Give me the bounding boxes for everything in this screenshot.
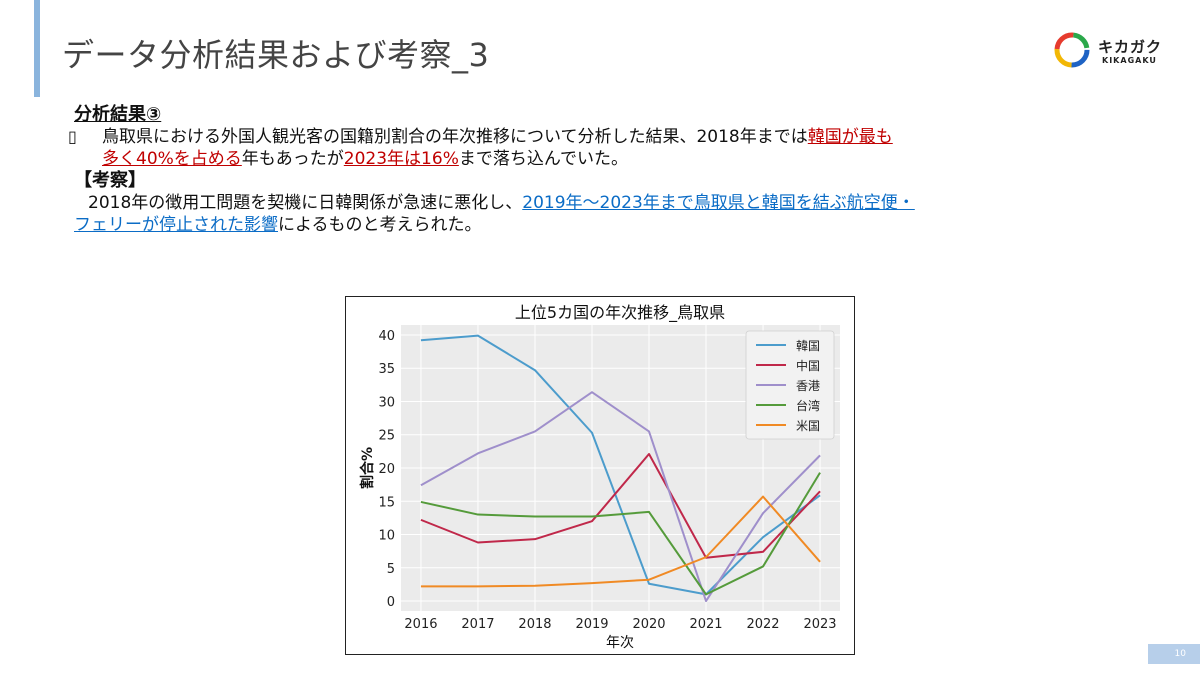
chart-frame: 0 5 10 15 20 25 30 35 40 2016 2017 2018 2019 2020 202…: [345, 296, 855, 655]
y-tick-label: 10: [378, 529, 395, 544]
x-tick-label: 2018: [518, 617, 551, 632]
x-tick-label: 2022: [746, 617, 779, 632]
y-axis-label: 割合%: [359, 447, 376, 489]
chart-title: 上位5カ国の年次推移_鳥取県: [515, 303, 725, 323]
y-tick-label: 5: [387, 562, 395, 577]
consideration-heading: 【考察】: [74, 170, 146, 191]
y-tick-label: 35: [378, 362, 395, 377]
line-chart: 0 5 10 15 20 25 30 35 40 2016 2017 2018 2019 2020 202…: [359, 303, 840, 651]
consideration-highlight-1a: 2019年～2023年まで鳥取県と韓国を結ぶ航空便・: [522, 193, 915, 213]
x-tick-label: 2021: [689, 617, 722, 632]
analysis-heading: 分析結果③: [74, 104, 162, 125]
bullet-highlight-1a: 韓国が最も: [807, 127, 893, 147]
series-line: [420, 472, 821, 596]
box-bullet-icon: ▯: [68, 127, 77, 146]
x-axis-label: 年次: [606, 635, 634, 651]
x-tick-label: 2017: [461, 617, 494, 632]
consideration-highlight-1b: フェリーが停止された影響: [74, 215, 278, 235]
logo-subtext: KIKAGAKU: [1102, 56, 1157, 65]
slide-body: 分析結果③ ▯ 鳥取県における外国人観光客の国籍別割合の年次推移について分析した…: [68, 104, 1154, 236]
y-tick-label: 0: [387, 595, 395, 610]
x-tick-labels: 2016 2017 2018 2019 2020 2021 2022 2023: [404, 617, 836, 632]
bullet-text-3: まで落ち込んでいた。: [458, 149, 629, 169]
x-tick-label: 2020: [632, 617, 665, 632]
x-tick-label: 2023: [803, 617, 836, 632]
bullet-text-2: 年もあったが: [241, 149, 344, 169]
page-number-badge: 10: [1148, 644, 1200, 664]
series-line: [420, 334, 821, 596]
analysis-bullet: ▯ 鳥取県における外国人観光客の国籍別割合の年次推移について分析した結果、201…: [68, 126, 1154, 170]
consideration-paragraph: 2018年の徴用工問題を契機に日韓関係が急速に悪化し、2019年～2023年まで…: [74, 192, 1154, 236]
y-tick-label: 20: [378, 462, 395, 477]
legend-label: 米国: [796, 419, 820, 433]
y-tick-label: 25: [378, 429, 395, 444]
title-accent-bar: [34, 0, 40, 97]
consideration-text-2: によるものと考えられた。: [278, 215, 482, 235]
kikagaku-logo: キカガク KIKAGAKU: [1052, 30, 1182, 74]
legend-label: 香港: [796, 379, 820, 393]
y-tick-label: 40: [378, 329, 395, 344]
series-line: [420, 495, 821, 588]
y-tick-labels: 0 5 10 15 20 25 30 35 40: [378, 329, 395, 610]
series-line: [420, 391, 821, 603]
y-tick-label: 30: [378, 395, 395, 410]
consideration-text-1: 2018年の徴用工問題を契機に日韓関係が急速に悪化し、: [88, 193, 523, 213]
x-tick-label: 2019: [575, 617, 608, 632]
x-tick-label: 2016: [404, 617, 437, 632]
legend-box: [745, 330, 835, 440]
legend-label: 韓国: [796, 339, 820, 353]
bullet-highlight-2: 2023年は16%: [343, 149, 459, 169]
slide-title: データ分析結果および考察_3: [62, 36, 490, 74]
series-lines: [420, 334, 821, 603]
legend-label: 中国: [796, 358, 820, 373]
bullet-highlight-1b: 多く40%を占める: [102, 149, 242, 169]
bullet-text-1: 鳥取県における外国人観光客の国籍別割合の年次推移について分析した結果、2018年…: [102, 127, 808, 147]
logo-name: キカガク: [1098, 38, 1163, 56]
legend-label: 台湾: [796, 398, 820, 413]
kikagaku-logo-icon: [1054, 32, 1090, 68]
y-tick-label: 15: [378, 495, 395, 510]
series-line: [420, 453, 821, 559]
